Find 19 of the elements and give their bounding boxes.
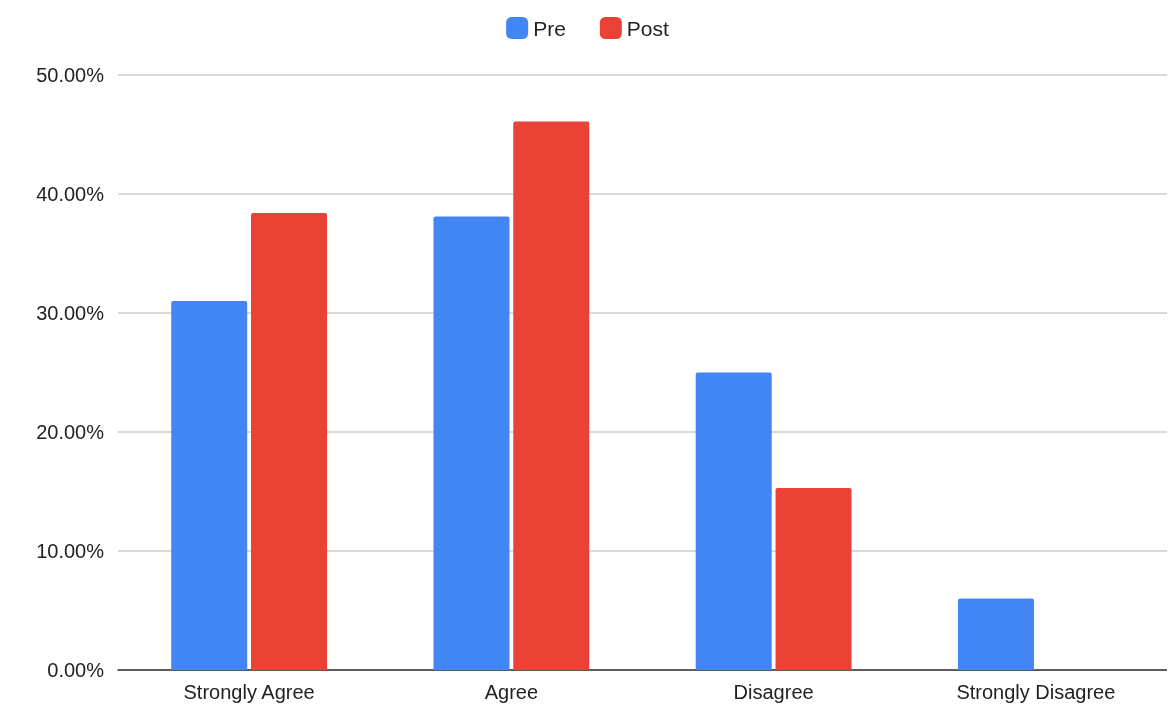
y-tick-label: 50.00% — [36, 64, 105, 86]
bar — [433, 216, 510, 670]
x-tick-label: Strongly Agree — [183, 681, 315, 703]
bar — [957, 598, 1034, 670]
x-tick-label: Agree — [484, 681, 539, 703]
y-tick-label: 30.00% — [36, 302, 105, 324]
x-tick-label: Disagree — [733, 681, 814, 703]
bar — [695, 372, 772, 670]
y-tick-label: 20.00% — [36, 421, 105, 443]
legend-label: Pre — [533, 16, 566, 40]
y-tick-label: 10.00% — [36, 540, 105, 562]
bar — [775, 487, 852, 670]
bar — [513, 121, 590, 670]
bar — [251, 213, 328, 670]
bar — [171, 301, 248, 670]
legend-label: Post — [626, 16, 670, 40]
y-tick-label: 0.00% — [47, 659, 105, 681]
x-tick-label: Strongly Disagree — [956, 681, 1116, 703]
y-tick-label: 40.00% — [36, 183, 105, 205]
